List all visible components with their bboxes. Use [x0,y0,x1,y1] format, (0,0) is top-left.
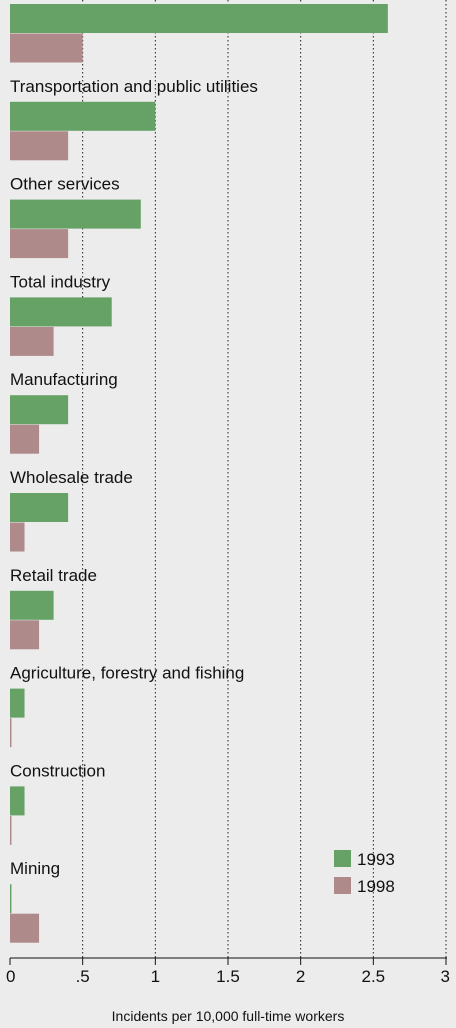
x-tick-label-.5: .5 [76,967,90,986]
bar-1993-7 [10,688,25,718]
bar-1993-8 [10,786,25,816]
bar-1998-5 [10,522,25,552]
bar-1998-3 [10,326,54,356]
category-label-8: Construction [10,761,105,780]
bar-1993-0 [10,4,388,33]
x-tick-label-3: 3 [441,967,450,986]
bar-1998-0 [10,33,83,63]
x-tick-label-2.5: 2.5 [362,967,386,986]
x-tick-label-0: 0 [6,967,15,986]
category-labels: Transportation and public utilities Other… [10,77,258,878]
category-label-5: Wholesale trade [10,468,133,487]
legend-label-1998: 1998 [357,877,395,896]
bar-1993-2 [10,199,141,229]
x-axis-ticks: 0 .5 1 1.5 2 2.5 3 [6,958,450,986]
x-tick-label-1: 1 [151,967,160,986]
legend: 1993 1998 [334,850,395,896]
category-label-9: Mining [10,859,60,878]
gridlines [82,0,447,958]
category-label-1: Transportation and public utilities [10,77,258,96]
bar-1998-6 [10,620,40,650]
bar-1998-9 [10,913,40,943]
bar-1998-2 [10,229,69,259]
bar-1993-1 [10,101,156,131]
bar-1993-3 [10,297,112,327]
category-label-3: Total industry [10,272,111,291]
bar-1993-6 [10,590,54,620]
legend-swatch-1993 [334,850,351,867]
bar-1993-9 [10,884,12,914]
legend-swatch-1998 [334,877,351,894]
x-tick-label-2: 2 [296,967,305,986]
category-label-2: Other services [10,175,120,194]
bar-1998-1 [10,131,69,161]
category-label-6: Retail trade [10,566,97,585]
bar-1998-8 [10,815,12,845]
legend-label-1993: 1993 [357,850,395,869]
bars [10,4,388,943]
bar-1993-5 [10,493,69,522]
bar-1998-7 [10,718,12,748]
bar-1998-4 [10,424,40,454]
x-axis-title: Incidents per 10,000 full-time workers [112,1008,345,1024]
bar-1993-4 [10,395,69,425]
category-label-7: Agriculture, forestry and fishing [10,664,244,683]
category-label-4: Manufacturing [10,370,118,389]
x-tick-label-1.5: 1.5 [216,967,240,986]
